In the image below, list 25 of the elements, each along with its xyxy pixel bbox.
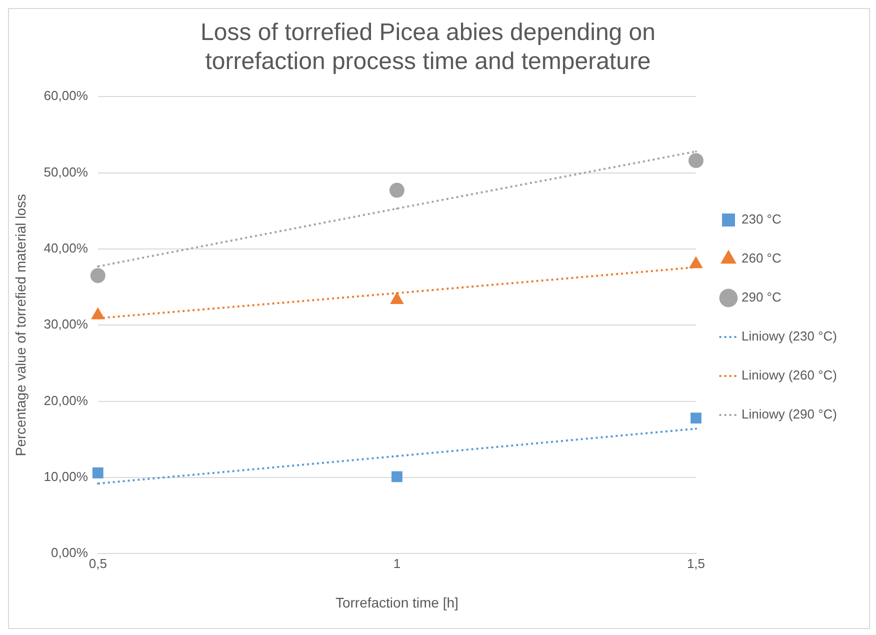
legend-label: Liniowy (230 °C)	[741, 328, 837, 344]
legend-label: Liniowy (290 °C)	[741, 406, 837, 422]
y-tick-label: 40,00%	[44, 240, 88, 256]
x-axis-title: Torrefaction time [h]	[335, 594, 458, 610]
point	[90, 268, 106, 284]
legend-label: Liniowy (260 °C)	[741, 368, 837, 383]
point	[690, 412, 702, 424]
point	[391, 471, 402, 482]
legend-label: 230 °C	[741, 212, 782, 227]
y-tick-label: 60,00%	[44, 88, 88, 104]
y-tick-label: 20,00%	[44, 392, 88, 408]
chart-title: Loss of torrefied Picea abies depending on torrefaction process time and temperature	[200, 19, 656, 75]
x-tick-label: 0,5	[88, 556, 107, 571]
point	[688, 153, 704, 168]
x-tick-label: 1,5	[686, 556, 706, 571]
point	[389, 182, 404, 198]
y-tick-label: 50,00%	[44, 164, 88, 180]
y-tick-label: 30,00%	[44, 316, 88, 332]
point	[92, 467, 104, 478]
y-tick-label: 10,00%	[44, 469, 88, 484]
legend-label: 260 °C	[741, 250, 782, 266]
y-axis-title: Percentage value of torrefied material loss	[12, 194, 28, 456]
legend-label: 290 °C	[741, 290, 782, 305]
y-tick-label: 0,00%	[51, 545, 88, 560]
x-tick-label: 1	[393, 556, 401, 571]
